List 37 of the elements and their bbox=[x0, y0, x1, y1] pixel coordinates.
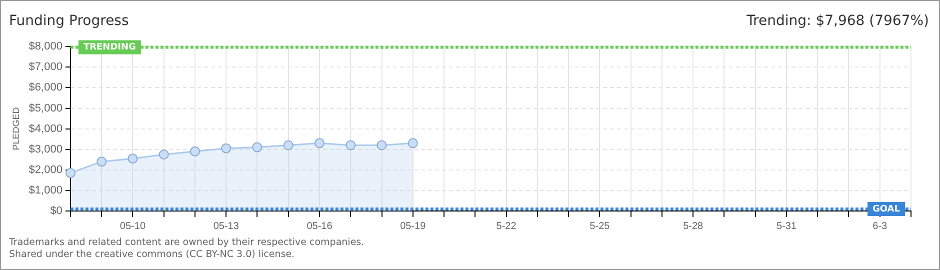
x-tick-label: 5-28 bbox=[683, 220, 704, 232]
point bbox=[346, 140, 356, 150]
point bbox=[376, 140, 387, 150]
x-tick-label: 05-13 bbox=[213, 220, 240, 232]
point bbox=[221, 143, 232, 154]
point bbox=[408, 138, 418, 148]
y-tick-label: $7,000 bbox=[28, 61, 62, 74]
x-tick-label: 05-16 bbox=[306, 220, 333, 232]
y-axis-title: PLEDGED bbox=[10, 106, 21, 150]
x-tick-label: 05-19 bbox=[400, 220, 426, 232]
ref-line-label: GOAL bbox=[872, 204, 900, 214]
text: Trademarks and related content are owned by their respective companies. bbox=[9, 237, 364, 249]
x-tick-label: 05-10 bbox=[120, 220, 146, 232]
x-tick-label: 5-31 bbox=[776, 220, 797, 232]
chart-title: Funding Progress bbox=[9, 13, 129, 29]
y-tick-label: $2,000 bbox=[28, 164, 62, 176]
y-tick-label: $3,000 bbox=[28, 143, 62, 156]
y-tick-label: $6,000 bbox=[28, 82, 62, 94]
y-tick-label: $8,000 bbox=[28, 40, 62, 53]
y-tick-label: $1,000 bbox=[28, 184, 62, 196]
point bbox=[128, 154, 138, 164]
y-tick-label: $5,000 bbox=[28, 102, 62, 114]
x-tick-label: 5-22 bbox=[496, 220, 517, 232]
y-tick-label: $4,000 bbox=[28, 122, 62, 135]
point bbox=[283, 140, 294, 150]
x-tick-label: 5-25 bbox=[590, 220, 610, 232]
point bbox=[314, 138, 324, 148]
point bbox=[158, 149, 169, 160]
x-tick-label: 6-3 bbox=[872, 220, 888, 232]
text: Trending: $7,968 (7967%) bbox=[746, 13, 929, 29]
text: Shared under the creative commons (CC BY-NC 3.0) license. bbox=[9, 249, 296, 261]
point bbox=[65, 168, 76, 178]
ref-line-label: TRENDING bbox=[83, 42, 136, 53]
point bbox=[252, 142, 262, 152]
y-tick-label: $0 bbox=[50, 205, 62, 218]
point bbox=[96, 156, 107, 167]
point bbox=[190, 146, 200, 156]
